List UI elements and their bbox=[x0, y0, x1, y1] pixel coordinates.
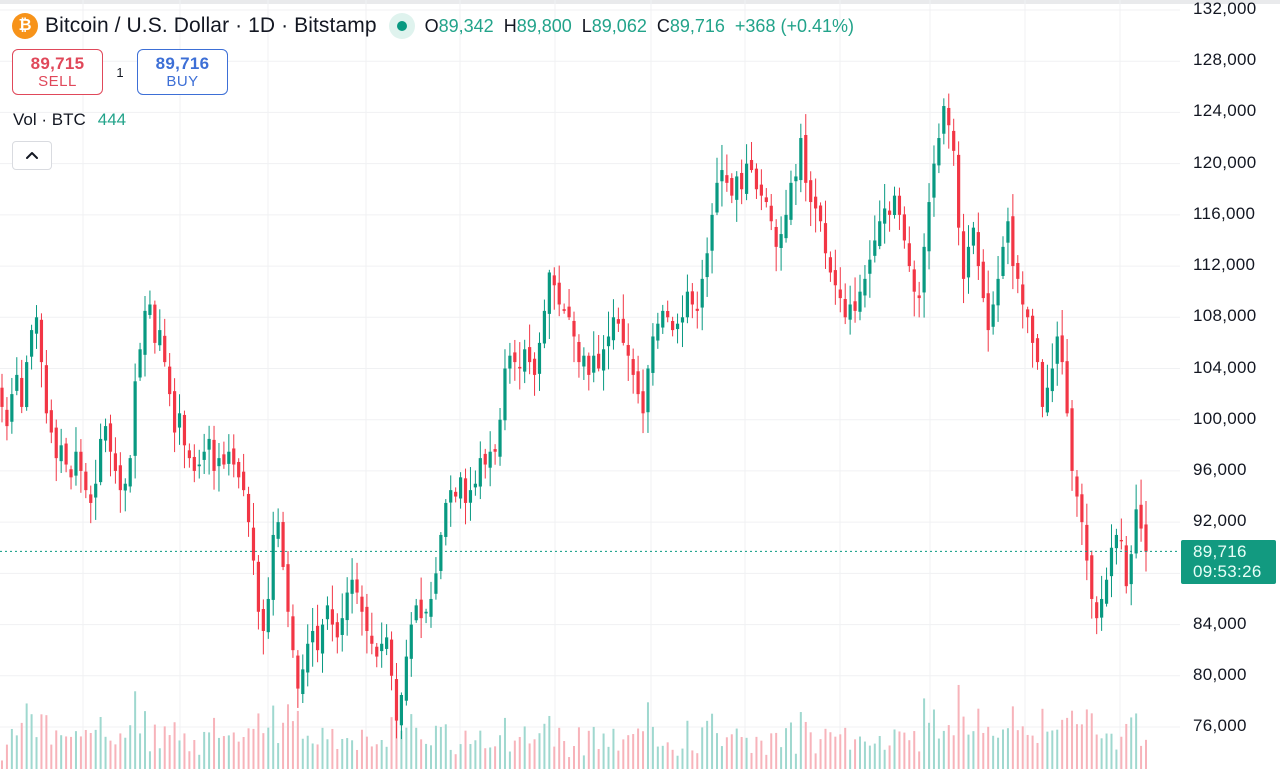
symbol-legend: ₿ Bitcoin / U.S. Dollar · 1D · Bitstamp … bbox=[12, 12, 854, 40]
price-axis-label: 92,000 bbox=[1193, 511, 1247, 531]
price-axis-label: 132,000 bbox=[1193, 0, 1257, 18]
close-value: 89,716 bbox=[669, 15, 725, 36]
close-label: C bbox=[656, 15, 670, 36]
volume-value: 444 bbox=[97, 110, 127, 129]
low-label: L bbox=[581, 15, 592, 36]
price-axis-label: 120,000 bbox=[1193, 152, 1257, 172]
buy-label: BUY bbox=[166, 72, 199, 90]
bitcoin-icon: ₿ bbox=[12, 13, 38, 39]
buy-price: 89,716 bbox=[155, 53, 210, 73]
price-axis-label: 104,000 bbox=[1193, 357, 1257, 377]
price-axis-label: 76,000 bbox=[1193, 716, 1247, 735]
sell-label: SELL bbox=[38, 72, 77, 90]
buy-button[interactable]: 89,716 BUY bbox=[137, 49, 228, 95]
trade-buttons: 89,715 SELL 1 89,716 BUY bbox=[12, 49, 228, 95]
price-axis-label: 100,000 bbox=[1193, 408, 1257, 428]
symbol-title[interactable]: Bitcoin / U.S. Dollar · 1D · Bitstamp bbox=[45, 14, 377, 37]
volume-legend[interactable]: Vol · BTC 444 bbox=[13, 110, 126, 130]
current-price-tag: 89,716 09:53:26 bbox=[1181, 540, 1276, 584]
high-value: 89,800 bbox=[516, 15, 572, 36]
market-status-indicator[interactable] bbox=[388, 13, 415, 39]
current-price-value: 89,716 bbox=[1193, 542, 1247, 561]
price-axis-label: 96,000 bbox=[1193, 459, 1247, 479]
bar-countdown: 09:53:26 bbox=[1193, 562, 1262, 581]
price-axis-label: 128,000 bbox=[1193, 50, 1257, 70]
open-value: 89,342 bbox=[438, 15, 494, 36]
price-axis-label: 80,000 bbox=[1193, 664, 1247, 684]
collapse-legend-button[interactable] bbox=[12, 141, 52, 170]
sell-price: 89,715 bbox=[30, 53, 85, 73]
chart-grid bbox=[0, 0, 1180, 769]
sell-button[interactable]: 89,715 SELL bbox=[12, 49, 103, 95]
chevron-up-icon bbox=[26, 152, 38, 159]
volume-bars bbox=[1, 684, 1147, 769]
volume-label: Vol · BTC bbox=[13, 110, 86, 129]
low-value: 89,062 bbox=[591, 15, 647, 36]
price-axis-label: 124,000 bbox=[1193, 101, 1257, 121]
price-axis-label: 108,000 bbox=[1193, 306, 1257, 326]
price-axis-label: 112,000 bbox=[1193, 255, 1256, 275]
high-label: H bbox=[503, 15, 517, 36]
top-strip bbox=[0, 0, 1280, 4]
spread-value: 1 bbox=[116, 64, 124, 80]
price-axis-label: 116,000 bbox=[1193, 203, 1256, 223]
market-open-dot-icon bbox=[396, 21, 407, 31]
price-axis-label: 84,000 bbox=[1193, 613, 1247, 633]
price-change: +368 (+0.41%) bbox=[734, 15, 854, 36]
price-candles bbox=[0, 93, 1148, 740]
open-label: O bbox=[424, 15, 439, 36]
